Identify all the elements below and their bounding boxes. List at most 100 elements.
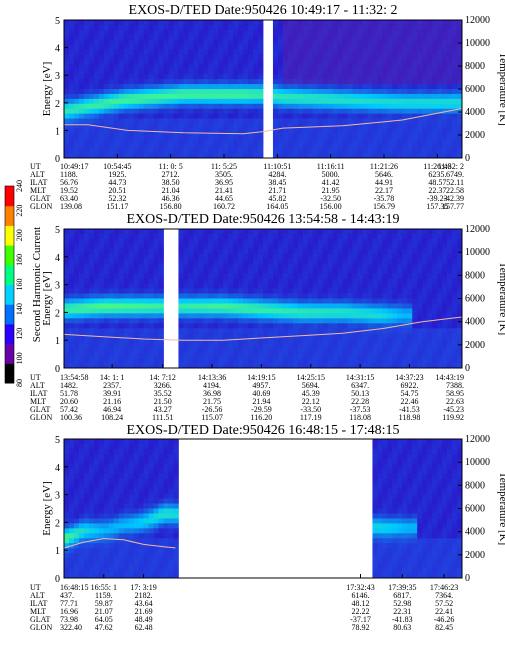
spectrogram-cell: [108, 138, 115, 144]
spectrogram-cell: [98, 283, 105, 289]
y2-tick-label: 6000: [465, 84, 485, 95]
table-row-label: ILAT: [30, 178, 47, 187]
spectrogram-cell: [108, 568, 115, 574]
spectrogram-cell: [238, 353, 244, 359]
spectrogram-cell: [108, 468, 115, 475]
spectrogram-cell: [302, 39, 309, 46]
spectrogram-cell: [64, 93, 70, 100]
spectrogram-cell: [307, 39, 314, 46]
spectrogram-cell: [78, 348, 85, 354]
spectrogram-cell: [148, 34, 154, 41]
spectrogram-cell: [228, 338, 234, 344]
spectrogram-cell: [387, 258, 393, 265]
spectrogram-cell: [322, 238, 329, 245]
spectrogram-cell: [352, 39, 358, 46]
spectrogram-cell: [233, 128, 239, 134]
spectrogram-cell: [183, 138, 189, 144]
spectrogram-cell: [417, 24, 423, 31]
spectrogram-cell: [263, 233, 269, 240]
spectrogram-cell: [337, 29, 344, 36]
spectrogram-cell: [73, 29, 80, 36]
spectrogram-cell: [83, 44, 90, 50]
spectrogram-cell: [98, 468, 105, 475]
spectrogram-cell: [447, 298, 453, 304]
spectrogram-cell: [442, 29, 448, 36]
spectrogram-cell: [402, 128, 408, 134]
spectrogram-cell: [223, 363, 229, 369]
spectrogram-cell: [337, 303, 344, 309]
spectrogram-cell: [357, 64, 363, 70]
spectrogram-cell: [392, 328, 398, 334]
spectrogram-cell: [432, 288, 438, 294]
spectrogram-cell: [258, 243, 264, 250]
spectrogram-cell: [208, 348, 214, 354]
spectrogram-cell: [143, 238, 149, 245]
spectrogram-cell: [108, 508, 115, 514]
spectrogram-cell: [367, 113, 373, 119]
spectrogram-cell: [312, 358, 319, 364]
y2-axis-label: Temperature [K]: [497, 52, 505, 125]
spectrogram-cell: [272, 229, 279, 235]
spectrogram-cell: [188, 243, 194, 250]
spectrogram-cell: [347, 108, 353, 115]
spectrogram-cell: [78, 273, 85, 280]
spectrogram-cell: [64, 328, 70, 334]
spectrogram-cell: [407, 59, 413, 65]
spectrogram-cell: [397, 39, 403, 46]
spectrogram-cell: [64, 493, 70, 499]
spectrogram-cell: [272, 34, 279, 41]
spectrogram-cell: [387, 29, 393, 36]
spectrogram-cell: [108, 248, 115, 255]
spectrogram-cell: [447, 49, 453, 55]
spectrogram-cell: [113, 288, 120, 294]
spectrogram-cell: [83, 258, 90, 265]
spectrogram-cell: [312, 238, 319, 245]
spectrogram-cell: [98, 533, 105, 539]
spectrogram-cell: [228, 153, 234, 159]
spectrogram-cell: [263, 243, 269, 250]
spectrogram-cell: [412, 283, 418, 289]
spectrogram-cell: [407, 39, 413, 46]
spectrogram-cell: [457, 288, 463, 294]
spectrogram-cell: [387, 79, 393, 85]
spectrogram-cell: [352, 29, 358, 36]
spectrogram-cell: [357, 293, 363, 299]
spectrogram-cell: [432, 148, 438, 154]
spectrogram-cell: [412, 303, 418, 309]
spectrogram-cell: [178, 273, 184, 280]
spectrogram-cell: [78, 493, 85, 499]
spectrogram-cell: [133, 253, 140, 260]
spectrogram-cell: [128, 278, 135, 284]
spectrogram-cell: [248, 273, 254, 280]
spectrogram-cell: [208, 79, 214, 85]
spectrogram-cell: [402, 123, 408, 129]
spectrogram-cell: [372, 268, 378, 275]
spectrogram-cell: [193, 293, 199, 299]
spectrogram-cell: [98, 443, 105, 450]
spectrogram-cell: [297, 153, 304, 159]
spectrogram-cell: [322, 54, 329, 60]
spectrogram-cell: [83, 69, 90, 75]
spectrogram-cell: [417, 358, 423, 364]
spectrogram-cell: [387, 363, 393, 369]
spectrogram-cell: [123, 528, 130, 534]
spectrogram-cell: [452, 133, 458, 139]
spectrogram-cell: [287, 138, 294, 144]
spectrogram-cell: [457, 103, 463, 110]
spectrogram-cell: [387, 20, 393, 26]
spectrogram-cell: [417, 93, 423, 100]
spectrogram-cell: [342, 98, 348, 105]
spectrogram-cell: [277, 93, 284, 100]
spectrogram-cell: [183, 313, 189, 319]
spectrogram-cell: [342, 323, 348, 329]
spectrogram-cell: [123, 89, 130, 95]
spectrogram-cell: [183, 89, 189, 95]
spectrogram-cell: [322, 143, 329, 149]
spectrogram-cell: [228, 69, 234, 75]
spectrogram-cell: [178, 24, 184, 31]
spectrogram-cell: [148, 338, 154, 344]
spectrogram-cell: [442, 79, 448, 85]
spectrogram-cell: [133, 298, 140, 304]
spectrogram-cell: [64, 263, 70, 270]
spectrogram-cell: [83, 93, 90, 100]
